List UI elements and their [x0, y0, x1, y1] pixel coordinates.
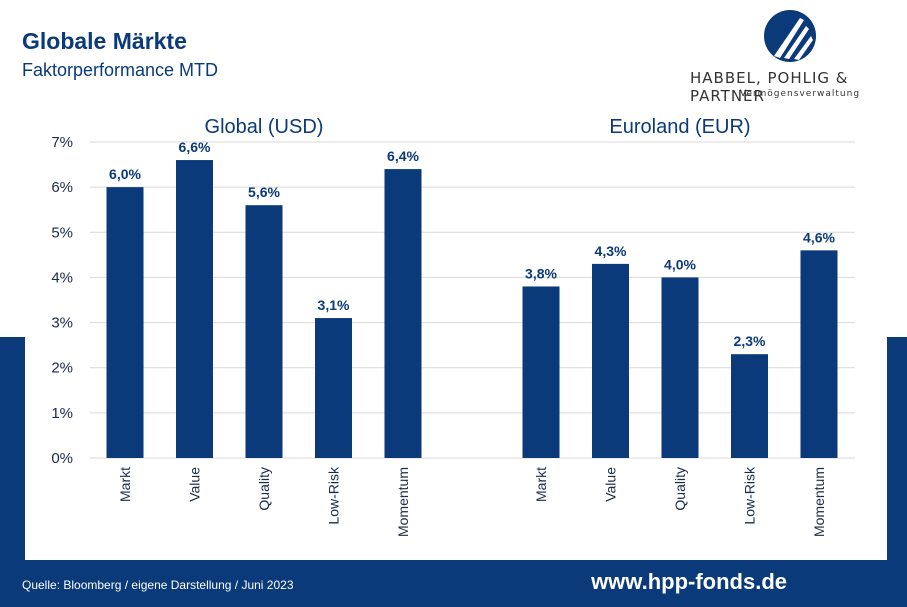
value-label: 4,3%: [595, 243, 627, 259]
bar: [315, 318, 352, 458]
value-label: 4,0%: [664, 256, 696, 272]
logo-tagline: Vermögensverwaltung: [740, 89, 861, 99]
y-tick-label: 6%: [51, 179, 73, 196]
y-tick-label: 7%: [51, 134, 73, 151]
bar: [176, 160, 213, 459]
category-label: Value: [187, 467, 203, 502]
category-label: Quality: [256, 467, 272, 511]
y-tick-label: 2%: [51, 360, 73, 377]
page-title: Globale Märkte: [22, 28, 187, 54]
y-tick-label: 0%: [51, 450, 73, 467]
value-label: 4,6%: [803, 229, 835, 245]
value-label: 6,0%: [109, 166, 141, 182]
value-label: 3,8%: [525, 265, 557, 281]
bar: [384, 169, 422, 459]
source-note: Quelle: Bloomberg / eigene Darstellung /…: [22, 578, 294, 592]
right-decor-band: [887, 337, 907, 567]
category-label: Momentum: [395, 467, 411, 537]
footer-bar: [0, 560, 907, 607]
panel-title: Global (USD): [205, 116, 324, 138]
y-tick-label: 4%: [51, 269, 73, 286]
page-subtitle: Faktorperformance MTD: [22, 60, 219, 80]
panel-title: Euroland (EUR): [609, 116, 750, 138]
y-tick-label: 3%: [51, 315, 73, 332]
value-label: 6,4%: [387, 148, 419, 164]
category-label: Low-Risk: [326, 466, 342, 525]
bar: [731, 354, 768, 458]
bar: [592, 263, 629, 458]
value-label: 6,6%: [179, 139, 211, 155]
bar: [522, 286, 560, 458]
bar: [106, 187, 144, 458]
bar-chart: 0% 1% 2% 3% 4% 5% 6% 7% Global (USD) 6,0% Markt 6,6…: [51, 116, 855, 537]
category-label: Value: [603, 467, 619, 502]
bar: [245, 205, 283, 458]
value-label: 3,1%: [318, 297, 350, 313]
category-label: Low-Risk: [742, 466, 758, 525]
y-tick-label: 5%: [51, 224, 73, 241]
left-decor-band: [0, 337, 25, 567]
logo-icon: [764, 10, 816, 62]
y-tick-label: 1%: [51, 405, 73, 422]
bar: [800, 250, 838, 458]
logo-name: HABBEL, POHLIG & PARTNER: [690, 69, 849, 105]
bar: [661, 277, 699, 458]
category-label: Markt: [117, 467, 133, 502]
value-label: 5,6%: [248, 184, 280, 200]
category-label: Quality: [672, 467, 688, 511]
category-label: Momentum: [811, 467, 827, 537]
value-label: 2,3%: [734, 333, 766, 349]
website-link[interactable]: www.hpp-fonds.de: [591, 569, 787, 594]
category-label: Markt: [533, 467, 549, 502]
